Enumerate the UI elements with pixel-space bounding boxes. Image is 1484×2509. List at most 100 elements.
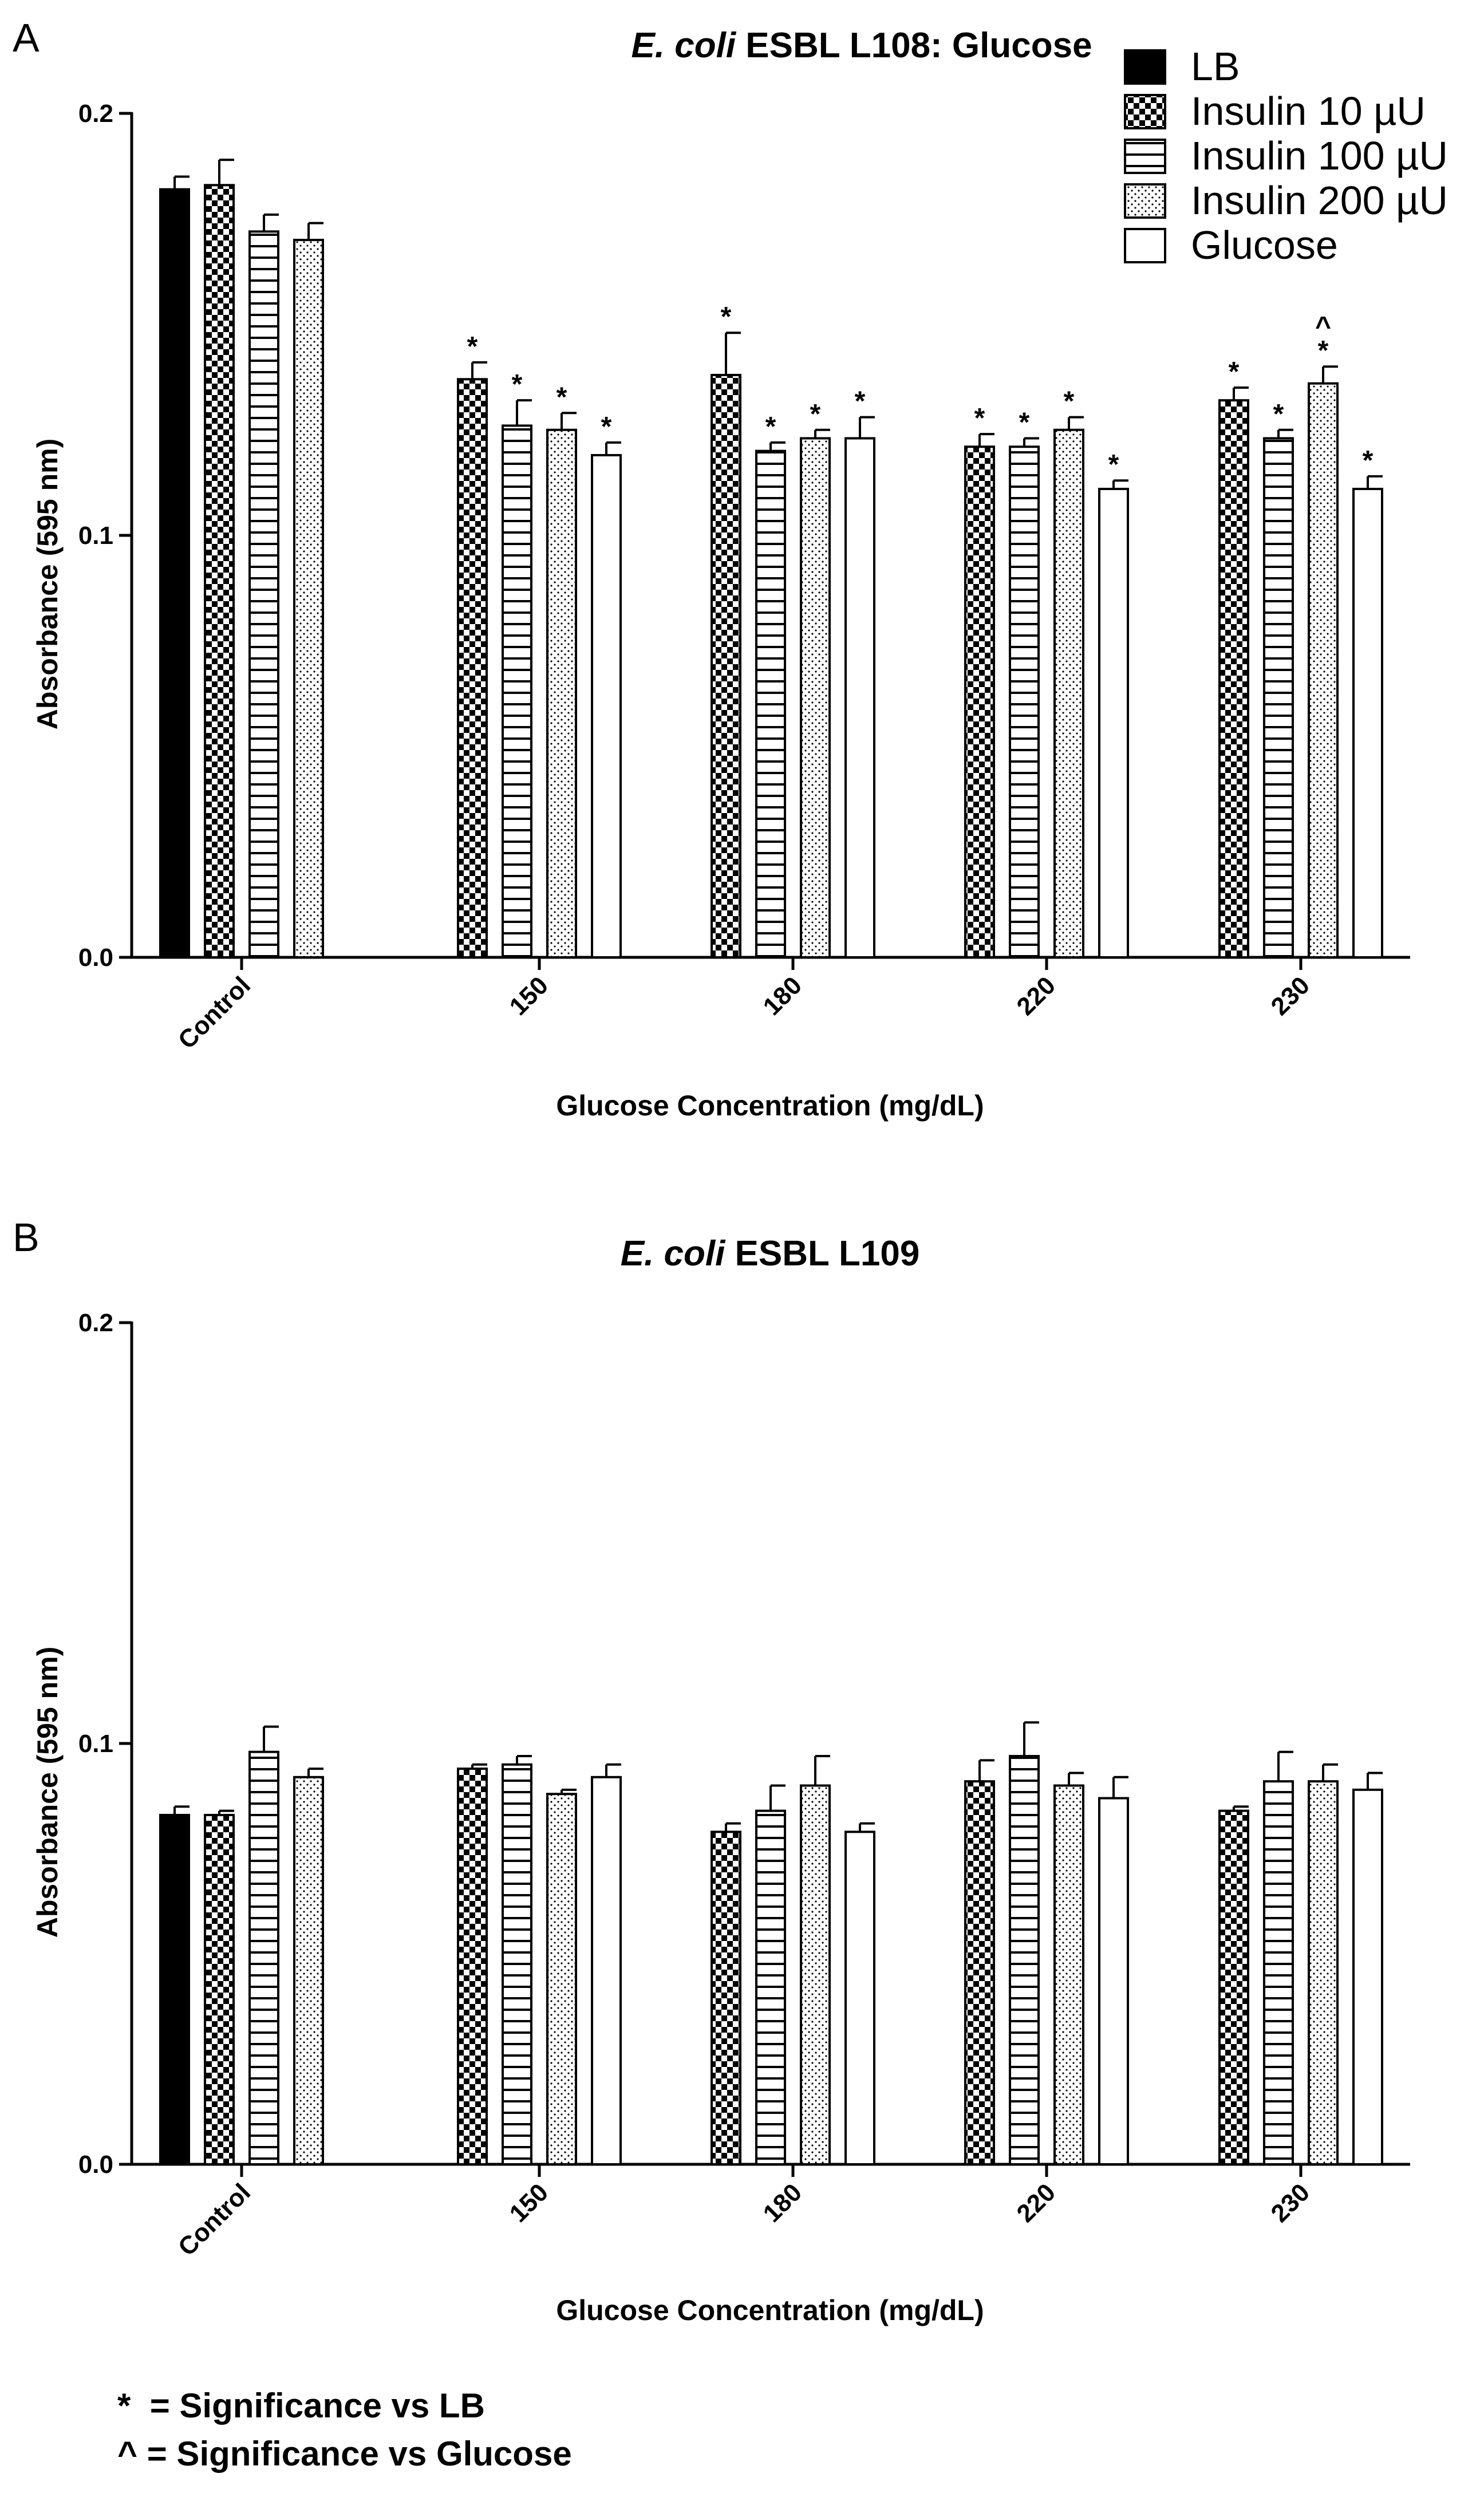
footnote-significance-glucose: ^ = Significance vs Glucose	[117, 2435, 572, 2473]
legend-swatch-insulin-10	[1124, 94, 1166, 129]
significance-glucose-180: *	[855, 386, 866, 417]
x-tick-label-180: 180	[758, 2178, 808, 2228]
bar-insulin-100-u-220	[1009, 1755, 1040, 2166]
panel-a-title: E. coli ESBL L108: Glucose	[631, 26, 1092, 65]
panel-a: A E. coli ESBL L108: Glucose Absorbance …	[13, 15, 1410, 1122]
footnote-significance-lb: * = Significance vs LB	[117, 2386, 485, 2425]
legend-label-glucose: Glucose	[1191, 223, 1338, 267]
significance-insulin-200-u-230-0: ^	[1315, 311, 1331, 342]
significance-insulin-10-u-180: *	[721, 302, 732, 332]
panel-b: B E. coli ESBL L109 Absorbance (595 nm) …	[13, 1215, 1410, 2326]
bar-insulin-100-u-230	[1263, 1780, 1294, 2165]
significance-insulin-100-u-150: *	[512, 369, 523, 400]
significance-insulin-100-u-220: *	[1019, 407, 1030, 437]
bar-insulin-200-u-230	[1308, 382, 1339, 958]
significance-glucose-220: *	[1108, 449, 1119, 480]
bar-insulin-100-u-control	[248, 230, 279, 958]
significance-insulin-10-u-220: *	[974, 403, 985, 433]
legend-label-insulin-100: Insulin 100 µU	[1191, 133, 1448, 178]
legend-swatch-lb	[1124, 49, 1166, 85]
legend: LB Insulin 10 µU Insulin 100 µU Insulin …	[1124, 44, 1448, 267]
bar-insulin-10-u-230	[1218, 1809, 1249, 2166]
significance-insulin-100-u-180: *	[765, 412, 776, 442]
legend-label-insulin-10: Insulin 10 µU	[1191, 89, 1426, 133]
panel-b-title-rest: ESBL L109	[725, 1234, 919, 1273]
bar-insulin-200-u-230	[1308, 1780, 1339, 2165]
y-tick-label-0: 0.0	[78, 2151, 113, 2179]
footnote-glucose-text: = Significance vs Glucose	[137, 2435, 572, 2473]
bar-insulin-200-u-150	[546, 1793, 577, 2165]
y-tick-label-1: 0.1	[78, 522, 113, 550]
panel-a-y-axis-label: Absorbance (595 nm)	[31, 439, 64, 729]
significance-insulin-200-u-230-1: *	[1318, 336, 1329, 366]
panel-b-plot: 0.0 0.1 0.2 Control 150 180 220 230	[78, 1309, 1410, 2262]
panel-a-x-axis-label: Glucose Concentration (mg/dL)	[556, 1090, 984, 1122]
legend-label-insulin-200: Insulin 200 µU	[1191, 178, 1448, 223]
significance-insulin-10-u-150: *	[467, 332, 478, 362]
significance-insulin-200-u-220: *	[1064, 386, 1075, 417]
bar-insulin-200-u-control	[293, 239, 324, 959]
footnote-lb-text: = Significance vs LB	[131, 2386, 485, 2425]
bar-insulin-10-u-control	[204, 1813, 235, 2165]
panel-b-letter: B	[13, 1215, 40, 1260]
bar-glucose-230	[1352, 1788, 1383, 2166]
bar-insulin-100-u-180	[755, 449, 786, 958]
bar-glucose-150	[591, 453, 622, 958]
bar-insulin-200-u-220	[1053, 1784, 1084, 2165]
bar-glucose-180	[844, 437, 875, 958]
bar-insulin-10-u-150	[457, 1768, 488, 2166]
bar-insulin-10-u-220	[964, 445, 995, 958]
x-tick-label-220: 220	[1012, 971, 1061, 1021]
x-tick-label-180: 180	[758, 971, 808, 1021]
footnote-lb-symbol: *	[117, 2386, 131, 2425]
panel-b-title: E. coli ESBL L109	[621, 1234, 920, 1273]
bar-insulin-100-u-230	[1263, 437, 1294, 958]
y-tick-label-1: 0.1	[78, 1730, 113, 1758]
significance-insulin-200-u-150: *	[556, 382, 567, 412]
bar-insulin-10-u-220	[964, 1780, 995, 2165]
bar-insulin-200-u-220	[1053, 428, 1084, 958]
panel-b-x-axis-label: Glucose Concentration (mg/dL)	[556, 2294, 984, 2326]
bar-glucose-180	[844, 1831, 875, 2166]
bar-insulin-200-u-180	[800, 1784, 831, 2165]
y-tick-label-2: 0.2	[78, 1309, 113, 1337]
legend-swatch-glucose	[1124, 228, 1166, 263]
bar-insulin-100-u-220	[1009, 445, 1040, 958]
x-tick-label-control: Control	[173, 971, 256, 1054]
panel-b-title-italic: E. coli	[621, 1234, 726, 1273]
panel-a-letter: A	[13, 15, 40, 60]
x-tick-label-230: 230	[1266, 971, 1316, 1021]
bar-insulin-200-u-180	[800, 437, 831, 958]
bar-insulin-10-u-230	[1218, 399, 1249, 958]
legend-swatch-insulin-200	[1124, 183, 1166, 219]
x-tick-label-220: 220	[1012, 2178, 1061, 2228]
significance-insulin-10-u-230: *	[1229, 357, 1240, 387]
bar-lb-control	[159, 1813, 190, 2165]
panel-a-title-rest: ESBL L108: Glucose	[736, 26, 1092, 65]
footnotes: * = Significance vs LB ^ = Significance …	[117, 2386, 572, 2473]
significance-insulin-100-u-230: *	[1273, 399, 1284, 429]
bar-insulin-200-u-control	[293, 1776, 324, 2166]
y-tick-label-2: 0.2	[78, 100, 113, 128]
bar-glucose-150	[591, 1776, 622, 2166]
bar-insulin-100-u-180	[755, 1809, 786, 2166]
significance-glucose-150: *	[601, 412, 612, 442]
bar-insulin-100-u-150	[502, 1763, 532, 2165]
legend-label-lb: LB	[1191, 44, 1240, 89]
bar-glucose-220	[1098, 487, 1129, 958]
significance-insulin-200-u-180: *	[810, 399, 821, 429]
y-tick-label-0: 0.0	[78, 944, 113, 972]
panel-b-y-axis-label: Absorbance (595 nm)	[31, 1647, 64, 1938]
bar-insulin-10-u-180	[711, 1831, 741, 2166]
bar-glucose-220	[1098, 1797, 1129, 2166]
bar-glucose-230	[1352, 487, 1383, 958]
panel-a-title-italic: E. coli	[631, 26, 736, 65]
bar-insulin-10-u-180	[711, 373, 741, 958]
bar-insulin-10-u-control	[204, 184, 235, 958]
panel-a-plot: 0.0 0.1 0.2 Control 150 * * * * 180 * * * * 220 * * * * 230…	[78, 100, 1410, 1055]
footnote-glucose-symbol: ^	[117, 2435, 137, 2473]
bar-insulin-100-u-control	[248, 1750, 279, 2165]
x-tick-label-150: 150	[504, 2178, 554, 2228]
legend-swatch-insulin-100	[1124, 139, 1166, 174]
